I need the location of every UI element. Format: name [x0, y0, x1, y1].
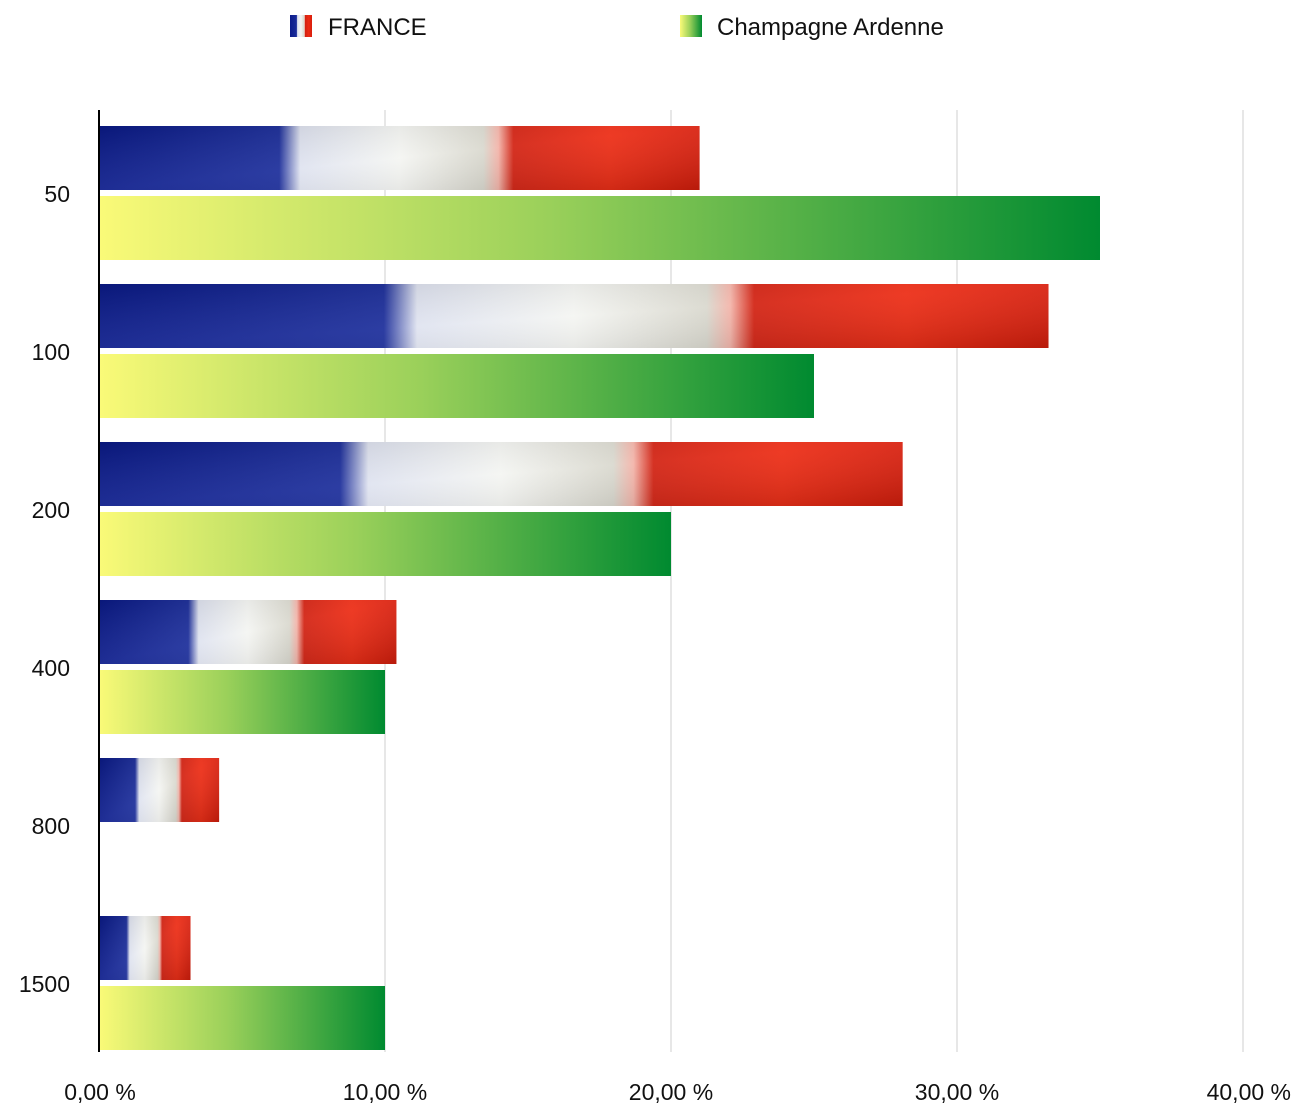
bar-france-shading: [99, 442, 903, 506]
y-tick-label: 800: [32, 813, 70, 839]
legend-label-france: FRANCE: [328, 14, 427, 41]
legend-item-france: FRANCE: [290, 14, 427, 41]
y-tick-label: 400: [32, 655, 70, 681]
y-tick-label: 200: [32, 497, 70, 523]
bar-champagne-ardenne-fill: [99, 354, 814, 418]
x-tick-label: 20,00 %: [629, 1079, 713, 1105]
bar-france: [99, 916, 191, 980]
legend-swatch-champagne-ardenne: [680, 15, 702, 37]
bar-france: [99, 284, 1049, 348]
bar-france-shading: [99, 758, 220, 822]
x-tick-label: 30,00 %: [915, 1079, 999, 1105]
bar-france: [99, 758, 220, 822]
bar-france-shading: [99, 600, 397, 664]
bar-france: [99, 126, 700, 190]
bar-champagne-ardenne-fill: [99, 196, 1100, 260]
gridlines: [384, 110, 1244, 1052]
y-tick-label: 1500: [19, 971, 70, 997]
bar-champagne-ardenne: [99, 670, 385, 734]
bar-france: [99, 600, 397, 664]
x-tick-label: 10,00 %: [343, 1079, 427, 1105]
y-axis-tick-labels: 50 100 200 400 800 1500: [19, 181, 70, 997]
bar-france: [99, 442, 903, 506]
bar-champagne-ardenne: [99, 986, 385, 1050]
bar-france-shading: [99, 916, 191, 980]
bar-champagne-ardenne: [99, 196, 1100, 260]
x-tick-label: 40,00 %: [1207, 1079, 1291, 1105]
bar-champagne-ardenne-fill: [99, 670, 385, 734]
x-axis-tick-labels: 0,00 % 10,00 % 20,00 % 30,00 % 40,00 %: [64, 1079, 1291, 1105]
x-tick-label: 0,00 %: [64, 1079, 136, 1105]
legend-label-champagne-ardenne: Champagne Ardenne: [717, 14, 944, 41]
bars: [99, 126, 1100, 1050]
bar-champagne-ardenne: [99, 512, 671, 576]
bar-champagne-ardenne-fill: [99, 986, 385, 1050]
bar-champagne-ardenne-fill: [99, 512, 671, 576]
legend: FRANCE Champagne Ardenne: [290, 14, 944, 41]
y-tick-label: 50: [44, 181, 70, 207]
y-tick-label: 100: [32, 339, 70, 365]
legend-swatch-france: [290, 15, 312, 37]
bar-france-shading: [99, 126, 700, 190]
bar-france-shading: [99, 284, 1049, 348]
legend-item-champagne-ardenne: Champagne Ardenne: [680, 14, 944, 41]
bar-champagne-ardenne: [99, 354, 814, 418]
